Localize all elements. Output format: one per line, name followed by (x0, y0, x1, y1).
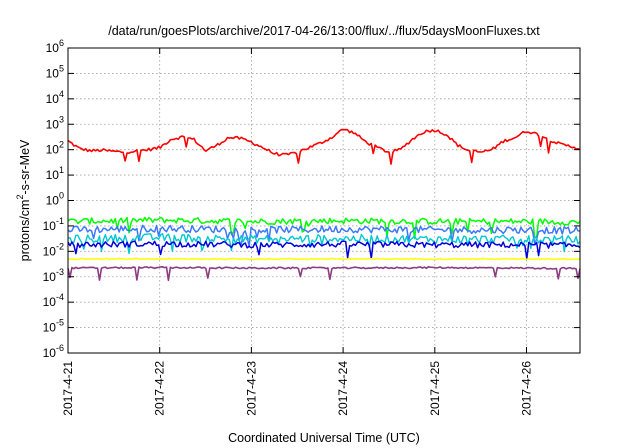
x-tick-label: 2017-4-26 (520, 361, 534, 416)
y-tick-label: 106 (46, 38, 64, 55)
series-layer (67, 128, 581, 282)
y-tick-label: 100 (46, 191, 64, 208)
x-tick-label: 2017-4-23 (244, 361, 258, 416)
y-tick-label: 102 (46, 140, 64, 157)
tick-layer: 10-6 10-5 10-4 10-3 10-2 10-1 100 101 102 103 104 1… (43, 38, 580, 416)
y-tick-label: 105 (46, 63, 64, 80)
y-tick-label: 10-4 (43, 292, 64, 309)
flux-series-line-4 (67, 232, 581, 255)
x-tick-label: 2017-4-22 (153, 361, 167, 416)
flux-series-line-7 (67, 265, 581, 282)
grid-layer (68, 48, 580, 353)
y-tick-label: 10-3 (43, 267, 64, 284)
flux-series-line-6 (67, 257, 581, 261)
y-tick-label: 103 (46, 114, 64, 131)
y-tick-label: 10-1 (43, 216, 64, 233)
flux-series-line-1 (67, 128, 581, 165)
y-axis-label-group: protons/cm2-s-sr-MeV (15, 139, 32, 261)
y-tick-label: 10-6 (43, 343, 64, 360)
y-tick-label: 104 (46, 89, 64, 106)
y-tick-label: 101 (46, 165, 64, 182)
chart-title: /data/run/goesPlots/archive/2017-04-26/1… (108, 24, 540, 38)
flux-series-line-3 (67, 224, 580, 248)
y-tick-label: 10-2 (43, 241, 64, 258)
flux-series-line-2 (67, 216, 581, 240)
x-tick-label: 2017-4-25 (428, 361, 442, 416)
y-tick-label: 10-5 (43, 318, 64, 335)
x-tick-label: 2017-4-24 (336, 361, 350, 416)
x-axis-label: Coordinated Universal Time (UTC) (228, 431, 420, 445)
x-tick-label: 2017-4-21 (61, 361, 75, 416)
flux-series-line-5 (67, 240, 581, 260)
y-axis-label: protons/cm2-s-sr-MeV (15, 139, 32, 261)
